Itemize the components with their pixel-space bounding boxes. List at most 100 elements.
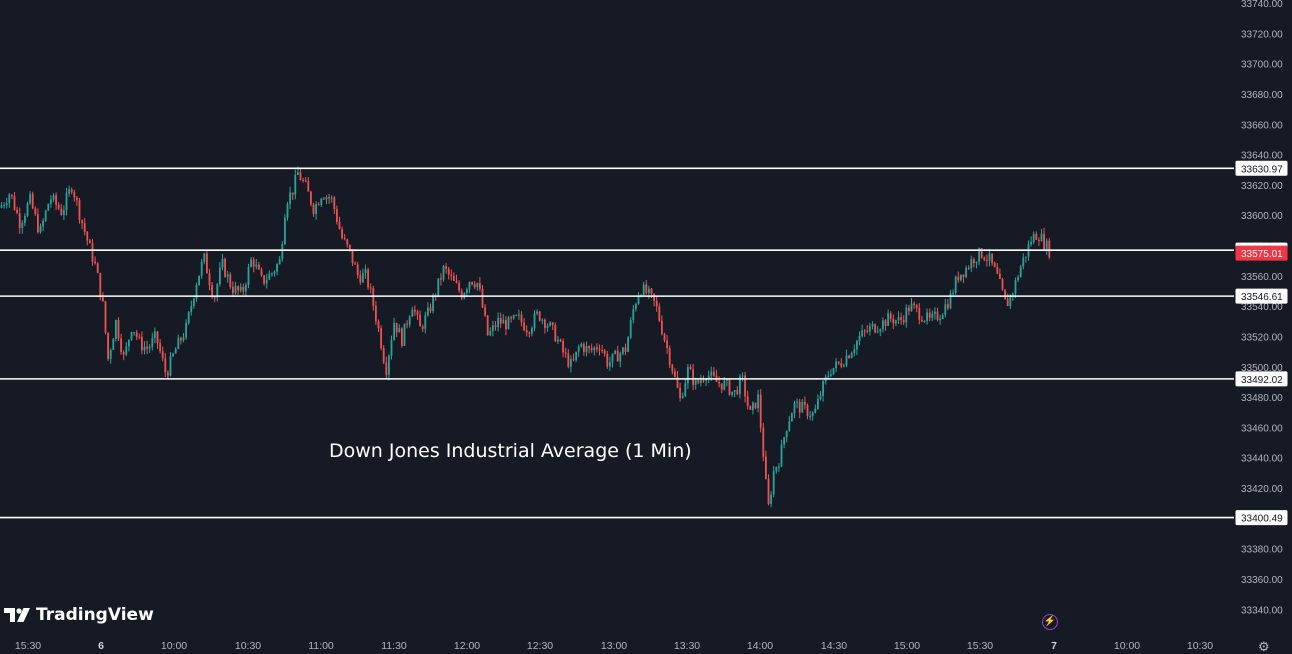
candle xyxy=(884,319,887,331)
candle xyxy=(242,283,245,295)
candle xyxy=(993,261,996,268)
time-axis[interactable]: 15:30 6 10:00 10:30 11:00 11:30 12:00 12:30 13:0… xyxy=(15,640,1213,652)
candle xyxy=(564,347,567,358)
x-tick-label: 11:00 xyxy=(308,640,334,652)
candle xyxy=(707,370,710,383)
candle xyxy=(533,310,536,332)
candle xyxy=(476,282,479,291)
candle xyxy=(489,327,492,337)
candle xyxy=(598,344,601,356)
candle xyxy=(882,317,884,333)
candle xyxy=(515,314,518,317)
candle xyxy=(247,263,250,289)
candle xyxy=(780,439,783,468)
candle xyxy=(419,310,421,327)
candle xyxy=(897,311,900,325)
candle xyxy=(523,317,525,332)
lightning-icon[interactable]: ⚡ xyxy=(1042,614,1058,630)
candle xyxy=(648,285,650,300)
candle xyxy=(1019,264,1022,278)
candle xyxy=(1035,231,1038,241)
candle xyxy=(216,282,219,302)
candle xyxy=(380,325,382,351)
candle xyxy=(164,353,167,377)
candle xyxy=(757,389,759,413)
candle xyxy=(63,205,65,221)
badge-label: 33575.01 xyxy=(1241,249,1283,260)
candle xyxy=(291,192,294,200)
candle xyxy=(505,316,507,336)
candle xyxy=(954,275,957,295)
candle xyxy=(125,342,128,357)
candle xyxy=(577,344,580,357)
candle xyxy=(169,352,172,377)
candle xyxy=(1040,228,1043,242)
candle xyxy=(770,490,772,508)
candle xyxy=(736,386,739,396)
candle xyxy=(473,280,476,290)
candle xyxy=(775,466,778,474)
candle xyxy=(767,474,770,506)
candle xyxy=(684,379,687,398)
candle xyxy=(50,195,52,208)
candle xyxy=(130,331,133,341)
candle xyxy=(596,343,598,353)
candle xyxy=(741,372,744,382)
candle xyxy=(1004,289,1006,300)
candlestick-series xyxy=(0,166,1051,508)
y-tick-label: 33340.00 xyxy=(1241,605,1283,616)
candle xyxy=(333,195,336,214)
candle xyxy=(876,326,879,334)
candle xyxy=(949,289,952,310)
candle xyxy=(115,319,117,342)
candle xyxy=(13,192,16,211)
candle xyxy=(252,257,255,273)
candle xyxy=(874,323,876,334)
candle xyxy=(180,336,182,345)
candle xyxy=(229,272,232,289)
candle xyxy=(967,265,970,270)
candle xyxy=(635,302,637,312)
candle xyxy=(819,391,822,401)
candle xyxy=(1022,253,1025,270)
candle xyxy=(362,268,364,283)
candle xyxy=(744,372,746,403)
candle xyxy=(122,350,125,361)
candle xyxy=(892,314,895,330)
candle xyxy=(814,404,817,414)
candle xyxy=(905,304,908,328)
candle xyxy=(167,370,169,379)
candle xyxy=(42,218,44,231)
candle xyxy=(479,277,481,292)
x-tick-label: 7 xyxy=(1051,640,1057,652)
candle xyxy=(486,315,489,336)
x-tick-label: 13:00 xyxy=(601,640,627,652)
candle xyxy=(900,312,902,325)
candle xyxy=(237,285,239,295)
candle xyxy=(1038,237,1040,246)
candle xyxy=(746,390,749,410)
candle xyxy=(434,293,437,301)
candle xyxy=(681,392,684,399)
candle xyxy=(762,422,765,462)
candle xyxy=(5,197,8,209)
candle xyxy=(421,324,424,332)
badge-label: 33492.02 xyxy=(1241,375,1283,386)
price-axis[interactable]: 33340.0033360.0033380.0033400.0033420.00… xyxy=(1235,0,1288,616)
candle xyxy=(395,322,398,337)
candle xyxy=(307,176,310,192)
candle xyxy=(788,415,791,432)
tradingview-logo[interactable]: TradingView xyxy=(4,605,154,625)
candle xyxy=(962,274,965,283)
candle xyxy=(151,332,154,351)
candle xyxy=(195,282,198,302)
gear-icon[interactable]: ⚙ xyxy=(1258,639,1270,654)
candle xyxy=(783,436,785,449)
candle xyxy=(549,321,551,327)
candle xyxy=(674,368,676,378)
candle xyxy=(616,346,619,362)
x-tick-label: 10:00 xyxy=(1114,640,1140,652)
candle xyxy=(668,345,671,369)
x-tick-label: 13:30 xyxy=(674,640,700,652)
